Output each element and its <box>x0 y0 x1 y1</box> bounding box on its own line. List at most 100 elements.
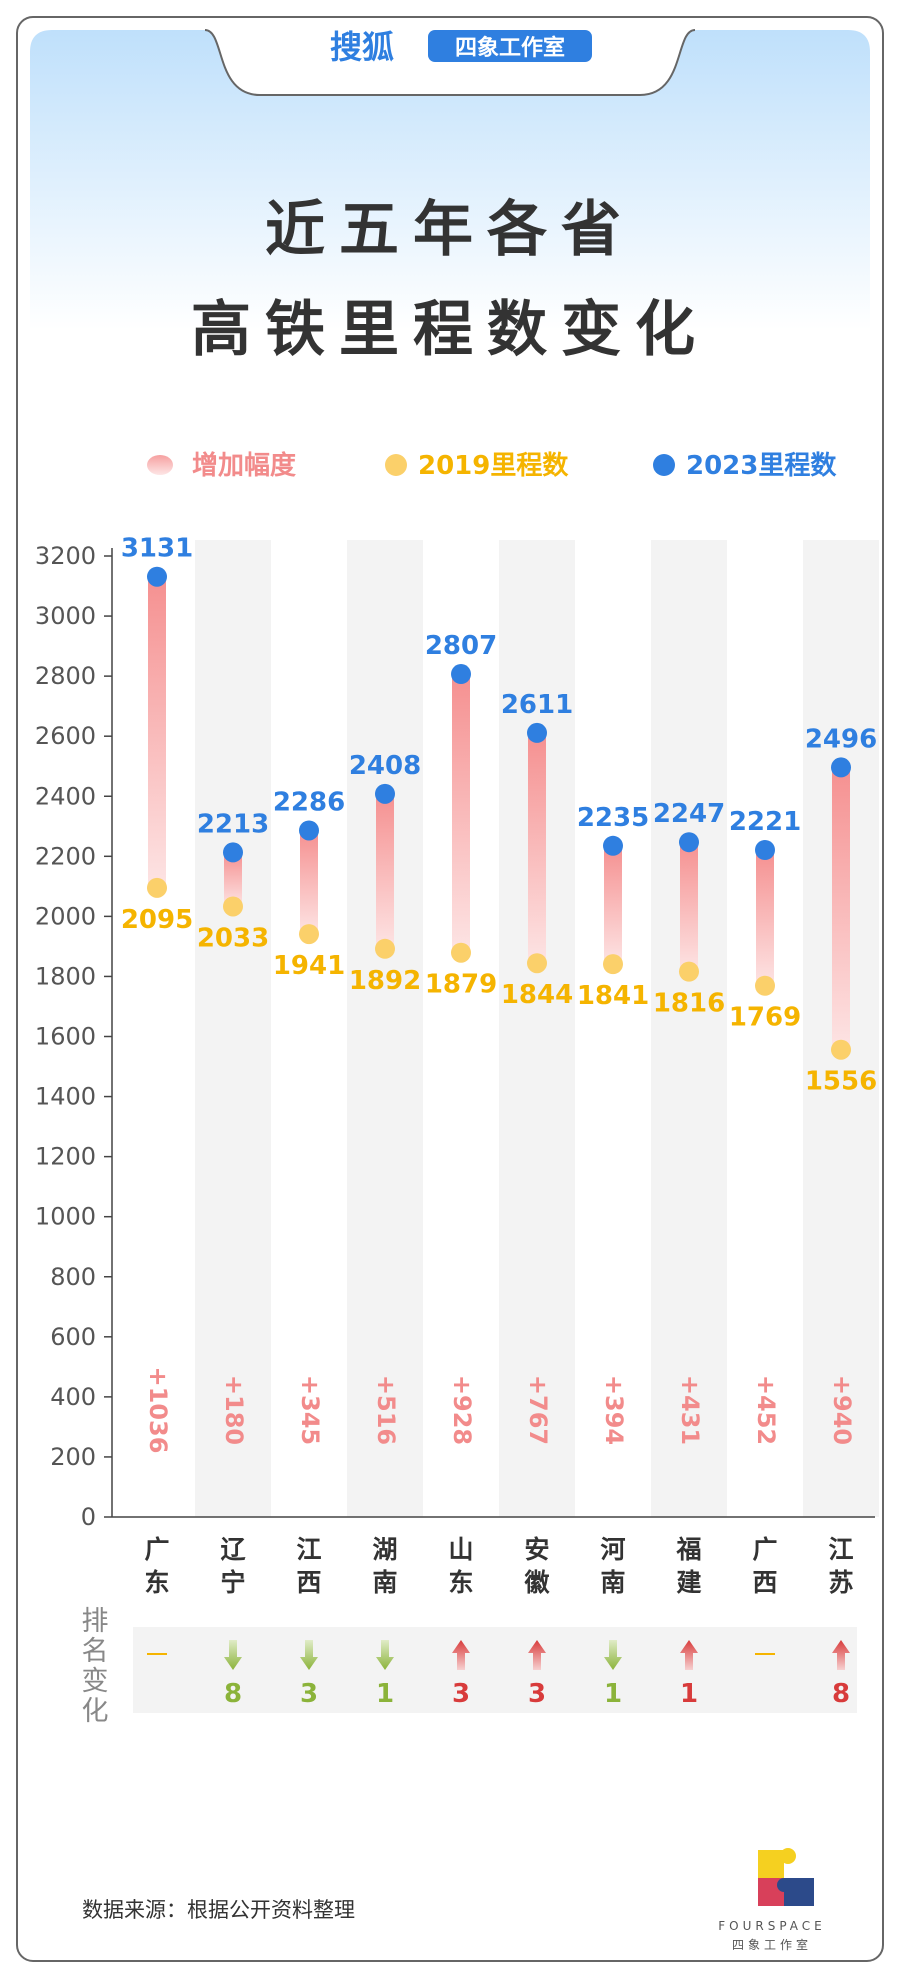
label-2019: 1769 <box>729 1003 801 1033</box>
y-tick-label: 3000 <box>35 602 96 630</box>
y-tick-label: 3200 <box>35 542 96 570</box>
increase-label: +1036 <box>144 1367 172 1454</box>
logo-piece-yellow-knob <box>780 1848 796 1864</box>
point-2019 <box>755 975 775 996</box>
label-2019: 1892 <box>349 966 421 996</box>
increase-bar <box>680 842 698 972</box>
rank-change-band <box>133 1627 857 1713</box>
rank-up-value: 3 <box>528 1679 546 1709</box>
column-stripes <box>195 540 879 1517</box>
point-2019 <box>299 924 319 945</box>
legend: 增加幅度 2019里程数 2023里程数 <box>147 450 837 481</box>
rank-change-title-char: 排 <box>82 1606 109 1637</box>
increase-bar <box>452 674 470 953</box>
point-2019 <box>603 954 623 975</box>
legend-2019-swatch <box>385 454 407 476</box>
label-2019: 1841 <box>577 981 649 1011</box>
category-label-char: 辽 <box>220 1535 246 1564</box>
category-label-char: 徽 <box>523 1568 550 1597</box>
rank-change-title-char: 变 <box>82 1666 109 1697</box>
point-2019 <box>527 953 547 974</box>
rank-up-value: 1 <box>680 1679 698 1709</box>
label-2019: 1816 <box>653 989 725 1019</box>
y-tick-label: 600 <box>50 1323 96 1351</box>
category-label-char: 广 <box>752 1535 777 1564</box>
label-2023: 2247 <box>653 799 725 829</box>
category-label-char: 江 <box>828 1535 853 1564</box>
category-label-char: 山 <box>448 1535 473 1564</box>
rank-down-value: 1 <box>376 1679 394 1709</box>
rank-up-icon <box>680 1640 698 1670</box>
increase-label: +928 <box>448 1375 476 1445</box>
axes: 0 200 400 600 800 1000 1200 1400 1600 1800 2000 220… <box>35 542 875 1531</box>
y-tick-label: 1000 <box>35 1203 96 1231</box>
increase-bar <box>604 845 622 965</box>
rank-down-icon <box>224 1640 242 1670</box>
header-background <box>30 30 870 330</box>
logo-piece-navy-knob <box>777 1878 791 1892</box>
logo-piece-yellow <box>758 1850 784 1878</box>
label-2023: 2496 <box>805 724 877 754</box>
logo-chinese-name: 四象工作室 <box>732 1937 812 1952</box>
page-title-line1: 近五年各省 <box>265 195 635 265</box>
category-label-char: 建 <box>676 1568 701 1597</box>
increase-label: +452 <box>752 1375 780 1445</box>
category-label-char: 东 <box>144 1568 169 1597</box>
column-stripe <box>651 540 727 1517</box>
category-label-char: 江 <box>296 1535 321 1564</box>
y-tick-label: 0 <box>81 1503 96 1531</box>
legend-2023-label: 2023里程数 <box>686 451 837 481</box>
brand-badge <box>428 30 592 62</box>
label-2023: 2235 <box>577 803 649 833</box>
increase-bar <box>756 850 774 986</box>
category-label-char: 南 <box>600 1568 625 1597</box>
increase-bar <box>376 793 394 949</box>
category-label-char: 东 <box>448 1568 473 1597</box>
rank-down-value: 8 <box>224 1679 242 1709</box>
y-tick-label: 2200 <box>35 842 96 870</box>
column-stripe <box>347 540 423 1517</box>
increase-bar <box>300 830 318 935</box>
rank-change-title-char: 名 <box>82 1636 109 1667</box>
point-2023 <box>375 783 395 804</box>
rank-up-value: 3 <box>452 1679 470 1709</box>
rank-down-value: 3 <box>300 1679 318 1709</box>
page-title-line2: 高铁里程数变化 <box>191 295 709 365</box>
increase-label: +516 <box>372 1375 400 1445</box>
point-2019 <box>679 961 699 982</box>
label-2019: 2095 <box>121 905 193 935</box>
y-tick-label: 1800 <box>35 962 96 990</box>
category-label-char: 宁 <box>220 1568 245 1597</box>
category-label-char: 苏 <box>828 1568 853 1597</box>
y-tick-label: 1200 <box>35 1143 96 1171</box>
label-2023: 2611 <box>501 690 573 720</box>
column-stripe <box>499 540 575 1517</box>
y-tick-label: 2400 <box>35 782 96 810</box>
point-2023 <box>451 664 471 685</box>
legend-increase-label: 增加幅度 <box>192 450 296 481</box>
increase-label: +431 <box>676 1375 704 1445</box>
point-2023 <box>755 840 775 861</box>
column-stripe <box>195 540 271 1517</box>
label-2019: 1844 <box>501 980 573 1010</box>
rank-up-icon <box>452 1640 470 1670</box>
point-2023 <box>679 832 699 853</box>
category-label-char: 安 <box>524 1535 549 1564</box>
point-2023 <box>299 820 319 841</box>
rank-up-value: 8 <box>832 1679 850 1709</box>
label-2019: 1556 <box>805 1067 877 1097</box>
y-tick-label: 800 <box>50 1263 96 1291</box>
foursapce-logo: FOURSPACE 四象工作室 <box>718 1848 822 1952</box>
y-tick-label: 2000 <box>35 902 96 930</box>
rank-change-title-char: 化 <box>82 1696 109 1727</box>
y-tick-label: 1600 <box>35 1023 96 1051</box>
point-2023 <box>223 842 243 863</box>
increase-label: +940 <box>828 1375 856 1445</box>
data-source-note: 数据来源：根据公开资料整理 <box>82 1898 355 1922</box>
increase-label: +180 <box>220 1375 248 1445</box>
label-2023: 2286 <box>273 787 345 817</box>
rank-change-row: 8 3 1 3 3 1 1 8 <box>147 1640 850 1709</box>
label-2019: 1879 <box>425 970 497 1000</box>
rank-down-icon <box>300 1640 318 1670</box>
